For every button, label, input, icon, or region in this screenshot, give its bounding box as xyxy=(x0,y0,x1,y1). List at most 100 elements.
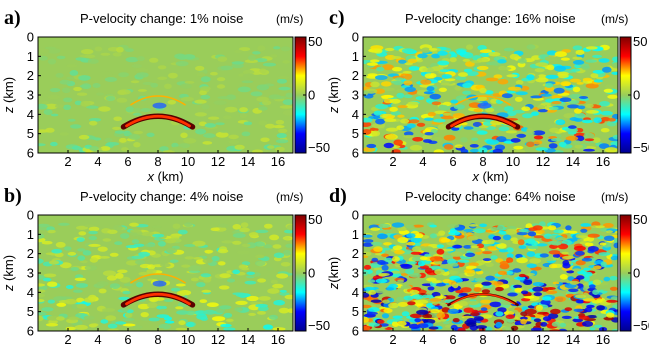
noise-blob xyxy=(67,251,77,256)
noise-blob xyxy=(217,223,229,228)
noise-blob xyxy=(286,224,293,231)
noise-blob xyxy=(584,242,594,247)
noise-blob xyxy=(180,83,192,89)
noise-blob xyxy=(81,49,94,55)
noise-blob xyxy=(135,260,146,265)
noise-blob xyxy=(521,298,531,302)
noise-blob xyxy=(132,112,142,116)
noise-blob xyxy=(47,299,56,304)
noise-blob xyxy=(575,49,585,56)
noise-blob xyxy=(610,271,618,276)
anomaly-arc-lower-highlight xyxy=(450,114,516,128)
noise-blob xyxy=(479,87,487,94)
noise-blob xyxy=(401,311,410,317)
noise-blob xyxy=(593,324,603,328)
noise-blob xyxy=(38,311,47,316)
noise-blob xyxy=(54,252,64,258)
noise-blob xyxy=(477,310,489,314)
noise-blob xyxy=(448,280,457,285)
noise-blob xyxy=(43,273,57,278)
x-tick-label: 14 xyxy=(566,154,580,169)
noise-blob xyxy=(540,322,548,327)
noise-blob xyxy=(38,223,50,228)
noise-blob xyxy=(168,72,178,79)
noise-blob xyxy=(157,302,169,307)
x-tick-label: 4 xyxy=(94,332,101,347)
heatmap-field xyxy=(363,215,618,331)
panel-title: P-velocity change: 4% noise xyxy=(80,189,243,204)
noise-blob xyxy=(423,139,432,143)
y-tick-label: 0 xyxy=(352,208,359,223)
noise-blob xyxy=(163,299,174,302)
noise-blob xyxy=(544,82,554,88)
noise-blob xyxy=(451,126,460,131)
noise-blob xyxy=(146,268,157,274)
noise-blob xyxy=(557,243,569,250)
noise-blob xyxy=(443,144,454,150)
noise-blob xyxy=(185,321,195,328)
noise-blob xyxy=(600,128,610,133)
noise-blob xyxy=(199,299,208,303)
noise-blob xyxy=(503,47,515,52)
noise-blob xyxy=(488,52,501,57)
noise-blob xyxy=(193,257,203,260)
noise-blob xyxy=(526,44,536,50)
noise-blob xyxy=(235,300,248,305)
noise-blob xyxy=(444,295,456,300)
noise-blob xyxy=(201,104,210,110)
noise-blob xyxy=(170,287,181,292)
noise-blob xyxy=(458,72,468,77)
noise-blob xyxy=(282,237,292,240)
y-tick-label: 1 xyxy=(352,227,359,242)
noise-blob xyxy=(157,65,167,70)
y-tick-label: 3 xyxy=(352,88,359,103)
noise-blob xyxy=(217,56,228,62)
noise-blob xyxy=(555,119,566,126)
noise-blob xyxy=(285,243,293,248)
noise-blob xyxy=(482,258,492,262)
x-tick-label: 10 xyxy=(506,332,520,347)
noise-blob xyxy=(384,118,397,122)
noise-blob xyxy=(404,86,417,92)
noise-blob xyxy=(575,299,584,304)
noise-blob xyxy=(535,147,549,152)
noise-blob xyxy=(252,51,261,55)
noise-blob xyxy=(78,75,91,81)
noise-blob xyxy=(548,106,559,111)
noise-blob xyxy=(120,233,130,239)
noise-blob xyxy=(406,224,415,229)
noise-blob xyxy=(463,307,474,313)
noise-blob xyxy=(217,249,229,254)
noise-blob xyxy=(396,296,404,302)
noise-blob xyxy=(119,137,127,143)
noise-blob xyxy=(452,244,463,249)
noise-blob xyxy=(38,289,46,293)
noise-blob xyxy=(382,64,394,71)
noise-blob xyxy=(58,222,70,226)
noise-blob xyxy=(485,107,495,113)
noise-blob xyxy=(545,74,559,79)
noise-blob xyxy=(259,68,267,74)
x-tick-label: 8 xyxy=(479,154,486,169)
noise-blob xyxy=(565,128,578,133)
noise-blob xyxy=(583,148,595,152)
noise-blob xyxy=(280,262,291,267)
x-tick-label: 12 xyxy=(211,154,225,169)
noise-blob xyxy=(505,228,518,235)
noise-blob xyxy=(384,134,398,140)
noise-blob xyxy=(107,229,118,234)
noise-blob xyxy=(465,252,476,257)
noise-blob xyxy=(131,239,140,244)
noise-blob xyxy=(414,318,422,323)
colorbar-tick-label: 0 xyxy=(308,266,315,281)
noise-blob xyxy=(109,252,119,257)
noise-blob xyxy=(437,60,450,66)
noise-blob xyxy=(448,231,461,236)
noise-blob xyxy=(606,299,618,303)
noise-blob xyxy=(433,77,443,81)
noise-blob xyxy=(71,145,82,150)
noise-blob xyxy=(366,62,378,66)
noise-blob xyxy=(458,292,468,296)
noise-blob xyxy=(457,327,466,331)
noise-blob xyxy=(545,290,558,295)
